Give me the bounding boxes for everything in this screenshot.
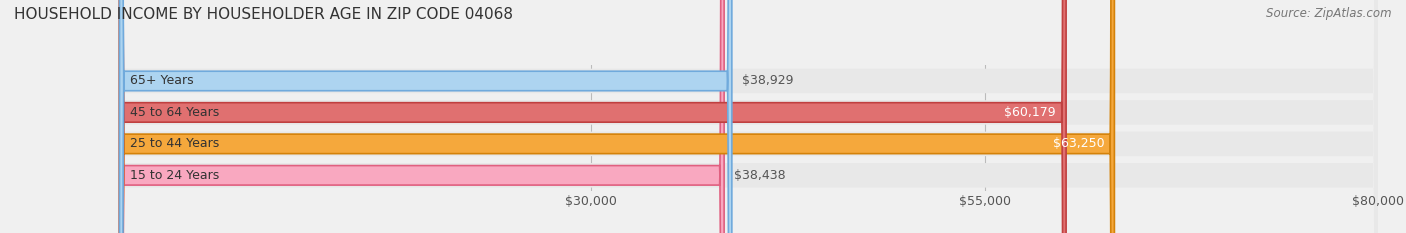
- Text: 15 to 24 Years: 15 to 24 Years: [129, 169, 219, 182]
- FancyBboxPatch shape: [120, 0, 1066, 233]
- FancyBboxPatch shape: [120, 0, 724, 233]
- Text: HOUSEHOLD INCOME BY HOUSEHOLDER AGE IN ZIP CODE 04068: HOUSEHOLD INCOME BY HOUSEHOLDER AGE IN Z…: [14, 7, 513, 22]
- Text: 65+ Years: 65+ Years: [129, 75, 193, 87]
- Text: Source: ZipAtlas.com: Source: ZipAtlas.com: [1267, 7, 1392, 20]
- Text: $63,250: $63,250: [1053, 137, 1104, 150]
- FancyBboxPatch shape: [120, 0, 1378, 233]
- Text: $38,438: $38,438: [734, 169, 786, 182]
- Text: $60,179: $60,179: [1004, 106, 1056, 119]
- Text: $38,929: $38,929: [742, 75, 793, 87]
- FancyBboxPatch shape: [120, 0, 733, 233]
- Text: 25 to 44 Years: 25 to 44 Years: [129, 137, 219, 150]
- Text: 45 to 64 Years: 45 to 64 Years: [129, 106, 219, 119]
- FancyBboxPatch shape: [120, 0, 1378, 233]
- FancyBboxPatch shape: [120, 0, 1378, 233]
- FancyBboxPatch shape: [120, 0, 1115, 233]
- FancyBboxPatch shape: [120, 0, 1378, 233]
